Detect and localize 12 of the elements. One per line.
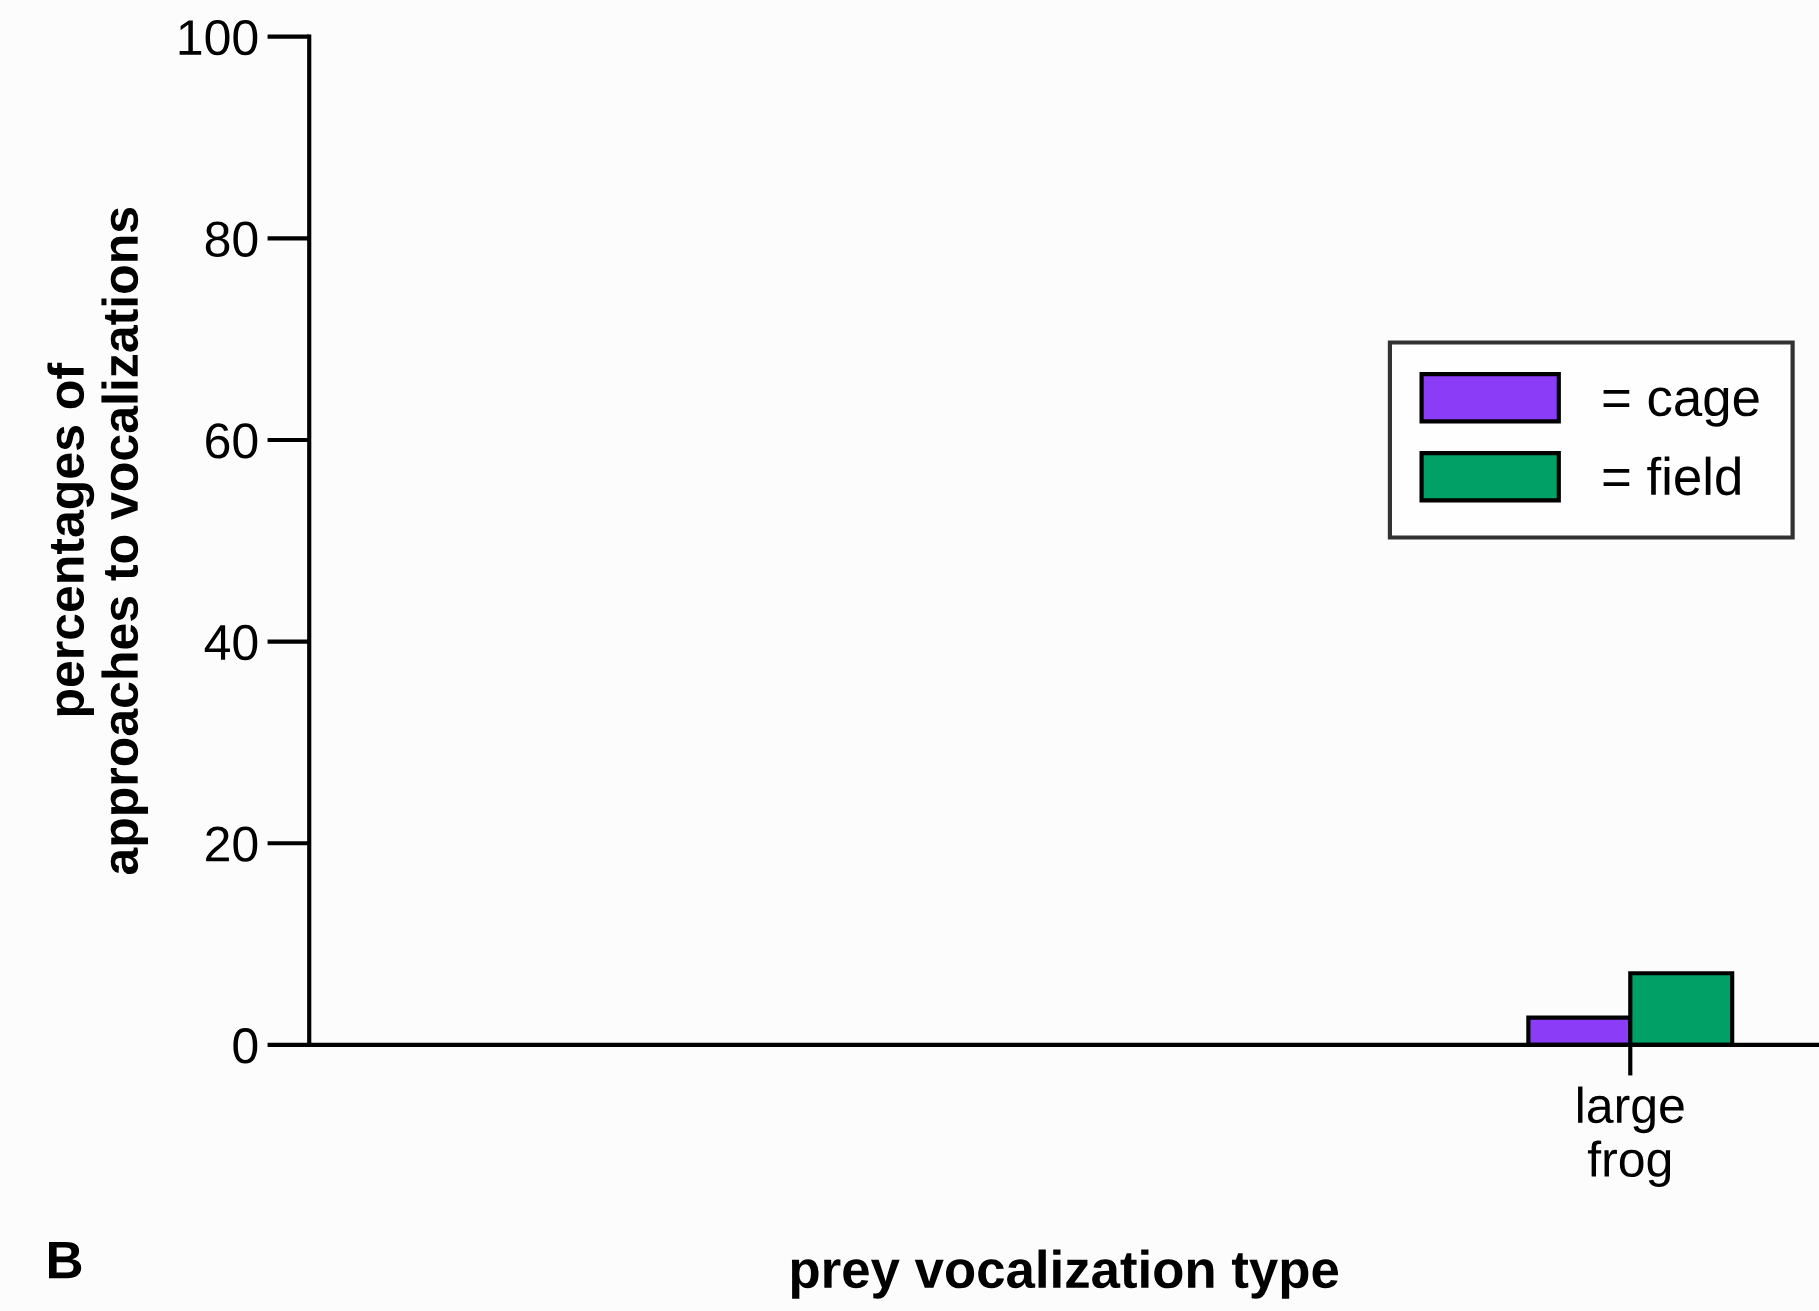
legend-label: = cage (1603, 387, 1759, 427)
y-tick-label: 100 (179, 19, 258, 56)
y-tick-label: 20 (206, 826, 258, 862)
y-tick-label: 80 (205, 221, 258, 257)
text: B (49, 1241, 82, 1279)
x-tick-label: large frog (1578, 1086, 1684, 1187)
y-tick-label: 40 (204, 624, 258, 661)
y-axis-title: percentages of approaches to vocalizations (47, 207, 149, 875)
legend-label: = field (1603, 456, 1740, 496)
x-axis-title: prey vocalization type (791, 1249, 1339, 1299)
y-tick-label: 60 (206, 423, 258, 459)
y-tick-label: 0 (233, 1028, 258, 1064)
